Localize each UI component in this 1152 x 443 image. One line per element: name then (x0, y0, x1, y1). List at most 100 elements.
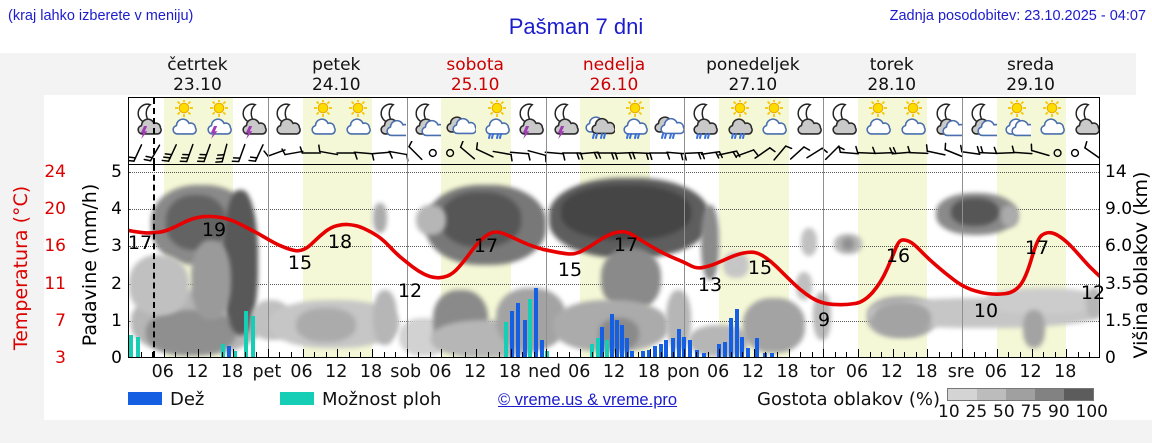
time-tick-mark (337, 349, 339, 357)
rain-bar (510, 310, 514, 357)
time-tick-mark (996, 349, 998, 357)
credit-link[interactable]: © vreme.us & vreme.pro (498, 391, 678, 409)
time-tick-mark (453, 352, 454, 357)
day-header: četrtek 23.10 (128, 55, 267, 97)
rain-bar (640, 351, 645, 357)
weather-icon (720, 99, 754, 140)
showers-bar (545, 351, 550, 357)
time-tick-mark (233, 349, 235, 357)
rain-bar (522, 319, 527, 357)
cloud-blob (951, 198, 999, 226)
rain-bar (740, 336, 745, 357)
time-tick-mark (950, 352, 952, 357)
rain-bar (676, 329, 681, 357)
time-tick-label: 18 (221, 362, 244, 382)
cloud-blob (796, 272, 812, 300)
day-separator-line (962, 98, 964, 164)
time-tick-label: 12 (880, 362, 903, 382)
time-tick-mark (152, 352, 154, 357)
time-tick-mark (591, 352, 593, 357)
density-scale-segment (1064, 389, 1093, 400)
rain-bar (746, 347, 751, 357)
day-separator-line (823, 98, 825, 164)
cloud-blob (373, 290, 397, 345)
day-abbrev-label: tor (809, 362, 835, 382)
weather-icon (928, 100, 967, 140)
axis-tick-value: 0 (1105, 348, 1116, 368)
showers-bar (503, 321, 508, 357)
weather-icon (268, 100, 302, 140)
time-tick-label: 06 (845, 362, 869, 382)
weather-icon (789, 100, 823, 140)
cloud-density-label: Gostota oblakov (%) (757, 389, 941, 410)
day-header: ponedeljek 27.10 (683, 55, 822, 97)
weather-icon (1032, 99, 1066, 140)
showers-bar (221, 343, 226, 357)
time-tick-mark (557, 352, 559, 357)
time-tick-mark (580, 349, 582, 357)
time-tick-mark (765, 352, 767, 357)
time-tick-label: 18 (498, 362, 521, 382)
time-tick-mark (927, 349, 929, 357)
time-tick-mark (372, 349, 373, 357)
axis-tick-value: 24 (44, 162, 66, 182)
time-tick-label: 06 (290, 362, 313, 382)
day-name: nedelja (582, 55, 646, 75)
cloud-density-scale (947, 388, 1094, 401)
current-time-line (152, 165, 155, 357)
time-tick-label: 18 (1054, 362, 1077, 382)
axis-tick-value: 20 (44, 199, 66, 220)
axis-tick-value: 11 (44, 273, 66, 294)
axis-tick-value: 3 (111, 236, 122, 257)
rain-bar (534, 288, 539, 357)
cloud-blob (743, 298, 805, 353)
day-name: petek (312, 55, 361, 75)
time-tick-mark (163, 349, 165, 357)
time-tick-mark (1054, 352, 1056, 357)
time-tick-mark (395, 352, 397, 357)
weather-icon (164, 99, 198, 140)
time-tick-mark (140, 352, 142, 357)
time-tick-mark (719, 349, 721, 357)
density-scale-tick: 50 (993, 402, 1015, 422)
day-name: sreda (1007, 55, 1055, 75)
time-tick-mark (186, 352, 188, 357)
cloud-blob (1001, 205, 1019, 227)
cloud-blob (701, 205, 719, 280)
time-tick-mark (846, 352, 848, 357)
time-tick-mark (210, 352, 211, 357)
time-tick-label: 18 (359, 362, 383, 382)
time-tick-mark (707, 352, 709, 357)
rain-bar (516, 303, 521, 357)
current-time-line (152, 98, 155, 164)
day-abbrev-label: sre (947, 362, 975, 382)
cloud-blob (373, 203, 387, 233)
rain-bar (682, 336, 687, 357)
time-tick-label: 06 (568, 362, 591, 382)
day-abbrev-label: pet (252, 362, 282, 382)
time-tick-mark (1089, 352, 1091, 357)
axis-tick-value: 5 (111, 162, 122, 182)
time-tick-label: 18 (637, 362, 660, 382)
time-tick-mark (267, 349, 269, 357)
time-tick-label: 18 (915, 362, 938, 382)
time-tick-label: 06 (429, 362, 452, 382)
showers-bar (232, 351, 237, 357)
rain-legend-label: Dež (170, 389, 205, 410)
axis-tick-value: 9.0 (1105, 199, 1133, 220)
weather-icon (685, 100, 719, 140)
day-header: sreda 29.10 (961, 55, 1100, 97)
day-separator-line (406, 98, 408, 164)
time-tick-mark (1031, 349, 1033, 357)
day-date: 23.10 (173, 75, 222, 95)
axis-tick-value: 14 (1105, 162, 1127, 182)
showers-bar (595, 338, 600, 357)
cloud-blob (191, 240, 231, 320)
time-tick-mark (1008, 352, 1010, 357)
day-header: torek 28.10 (822, 55, 961, 97)
day-date: 27.10 (728, 75, 778, 95)
density-scale-segment (1006, 389, 1035, 400)
day-abbrev-label: ned (528, 362, 562, 382)
day-abbrev-label: pon (666, 362, 700, 382)
time-tick-label: 06 (984, 362, 1007, 382)
